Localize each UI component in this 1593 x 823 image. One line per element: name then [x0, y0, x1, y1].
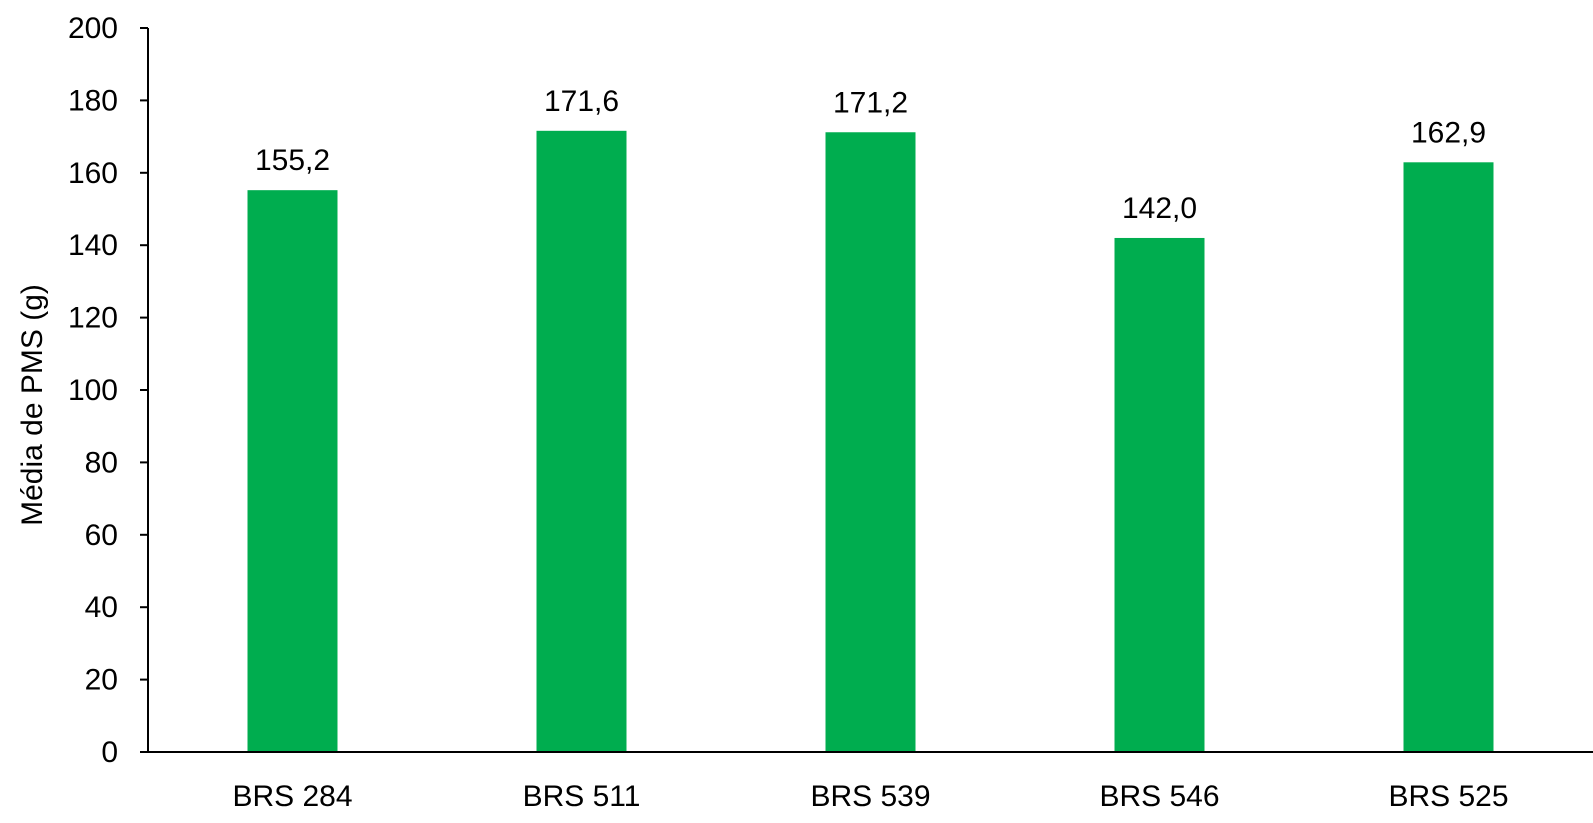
data-label: 162,9 [1411, 116, 1486, 149]
data-label: 142,0 [1122, 192, 1197, 225]
y-tick-label: 120 [68, 302, 118, 335]
x-category-label: BRS 284 [232, 780, 352, 813]
data-label: 171,2 [833, 86, 908, 119]
category-labels: BRS 284 BRS 511 BRS 539 BRS 546 BRS 525 [232, 780, 1508, 813]
y-tick-label: 100 [68, 374, 118, 407]
bars [247, 130, 1494, 753]
y-tick-label: 80 [85, 446, 118, 479]
x-category-label: BRS 511 [523, 780, 641, 813]
bar [825, 132, 916, 753]
y-tick-label: 160 [68, 157, 118, 190]
bar [247, 190, 338, 752]
y-tick-label: 140 [68, 229, 118, 262]
y-axis-title: Média de PMS (g) [16, 284, 49, 526]
bar [1114, 237, 1205, 752]
x-category-label: BRS 539 [810, 780, 930, 813]
y-tick-label: 0 [101, 736, 118, 769]
data-labels: 155,2 171,6 171,2 142,0 162,9 [255, 85, 1486, 225]
bar [536, 130, 627, 753]
y-axis-ticks: 0 20 40 60 80 100 120 140 160 180 200 [68, 12, 148, 769]
x-category-label: BRS 525 [1388, 780, 1508, 813]
bar [1403, 162, 1494, 752]
y-tick-label: 20 [85, 664, 118, 697]
y-tick-label: 180 [68, 84, 118, 117]
y-tick-label: 60 [85, 519, 118, 552]
y-tick-label: 200 [68, 12, 118, 45]
data-label: 171,6 [544, 85, 619, 118]
y-tick-label: 40 [85, 591, 118, 624]
data-label: 155,2 [255, 144, 330, 177]
x-category-label: BRS 546 [1099, 780, 1219, 813]
